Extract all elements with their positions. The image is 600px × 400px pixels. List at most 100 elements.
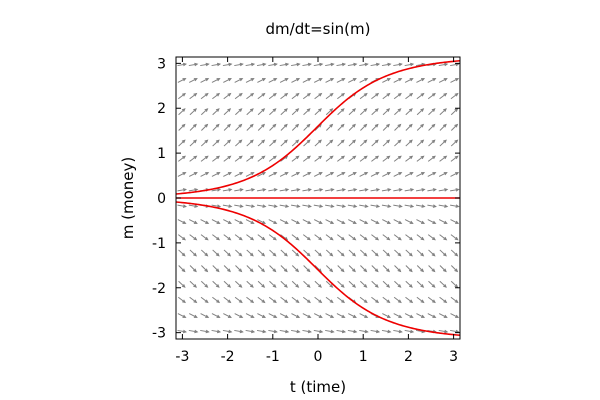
field-arrow <box>302 204 312 208</box>
x-axis-ticks: -3 -2 -1 0 1 2 3 <box>175 57 458 365</box>
field-arrow <box>302 78 312 83</box>
field-arrow <box>223 108 232 116</box>
field-arrow <box>405 123 413 131</box>
field-arrow <box>313 62 324 67</box>
field-arrow <box>212 296 221 304</box>
field-arrow <box>200 78 210 83</box>
field-arrow <box>291 265 300 273</box>
field-arrow <box>393 234 402 241</box>
field-arrow <box>314 296 323 304</box>
field-arrow <box>359 296 368 304</box>
field-arrow <box>303 108 311 116</box>
field-arrow <box>200 108 209 116</box>
field-arrow <box>200 234 209 241</box>
field-arrow <box>325 296 334 304</box>
field-arrow <box>211 172 221 177</box>
field-arrow <box>370 219 380 224</box>
field-arrow <box>450 313 460 318</box>
field-arrow <box>450 234 459 241</box>
field-arrow <box>268 296 277 304</box>
field-arrow <box>189 78 198 83</box>
field-arrow <box>257 249 266 257</box>
x-tick-label: -3 <box>175 349 189 365</box>
field-arrow <box>450 123 459 131</box>
field-arrow <box>359 280 368 288</box>
x-tick-label: -2 <box>221 349 235 365</box>
y-axis-ticks: -3 -2 -1 0 1 2 3 <box>152 56 460 342</box>
field-arrow <box>303 139 311 147</box>
field-arrow <box>200 155 209 162</box>
field-arrow <box>359 249 368 257</box>
field-arrow <box>268 78 278 83</box>
solution-curve <box>176 201 460 337</box>
field-arrow <box>325 265 334 273</box>
field-arrow <box>189 234 198 241</box>
field-arrow <box>257 234 266 241</box>
field-arrow <box>280 249 288 257</box>
field-arrow <box>200 280 209 288</box>
field-arrow <box>178 123 186 131</box>
field-arrow <box>291 62 301 67</box>
field-arrow <box>291 108 300 116</box>
field-arrow <box>188 188 199 192</box>
field-arrow <box>359 78 369 83</box>
field-arrow <box>245 188 256 192</box>
field-arrow <box>188 329 199 334</box>
field-arrow <box>211 329 222 334</box>
field-arrow <box>223 219 232 224</box>
field-arrow <box>177 92 186 100</box>
field-arrow <box>235 108 243 116</box>
y-tick-label: -3 <box>152 326 166 342</box>
field-arrow <box>382 78 391 83</box>
field-arrow <box>189 139 197 147</box>
field-arrow <box>223 313 232 318</box>
field-arrow <box>256 329 267 334</box>
field-arrow <box>235 280 243 288</box>
field-arrow <box>337 296 346 304</box>
field-arrow <box>257 123 266 131</box>
field-arrow <box>382 296 391 304</box>
field-arrow <box>405 249 413 257</box>
field-arrow <box>382 280 391 288</box>
field-arrow <box>246 139 254 147</box>
field-arrow <box>178 265 186 273</box>
field-arrow <box>177 172 187 177</box>
field-arrow <box>268 62 278 67</box>
field-arrow <box>394 108 402 116</box>
field-arrow <box>234 78 244 83</box>
field-arrow <box>382 249 391 257</box>
field-arrow <box>405 139 413 147</box>
field-arrow <box>348 108 357 116</box>
field-arrow <box>268 329 278 334</box>
field-arrow <box>223 265 231 273</box>
field-arrow <box>212 123 220 131</box>
field-arrow <box>211 204 222 208</box>
field-arrow <box>212 280 220 288</box>
field-arrow <box>325 280 334 288</box>
field-arrow <box>268 92 277 100</box>
field-arrow <box>246 280 254 288</box>
field-arrow <box>314 92 323 100</box>
y-tick-label: 3 <box>157 56 166 72</box>
field-arrow <box>325 188 335 192</box>
field-arrow <box>313 78 323 83</box>
field-arrow <box>177 78 187 83</box>
field-arrow <box>450 249 459 257</box>
field-arrow <box>404 78 414 83</box>
field-arrow <box>428 108 436 116</box>
field-arrow <box>427 188 437 192</box>
field-arrow <box>348 139 357 147</box>
field-arrow <box>439 280 447 288</box>
field-arrow <box>450 108 459 116</box>
field-arrow <box>256 204 267 208</box>
field-arrow <box>336 204 347 208</box>
field-arrow <box>416 234 425 241</box>
field-arrow <box>347 188 358 192</box>
field-arrow <box>450 78 460 83</box>
field-arrow <box>269 108 277 116</box>
field-arrow <box>177 219 187 224</box>
field-arrow <box>405 155 414 162</box>
field-arrow <box>177 155 186 162</box>
field-arrow <box>348 313 357 318</box>
